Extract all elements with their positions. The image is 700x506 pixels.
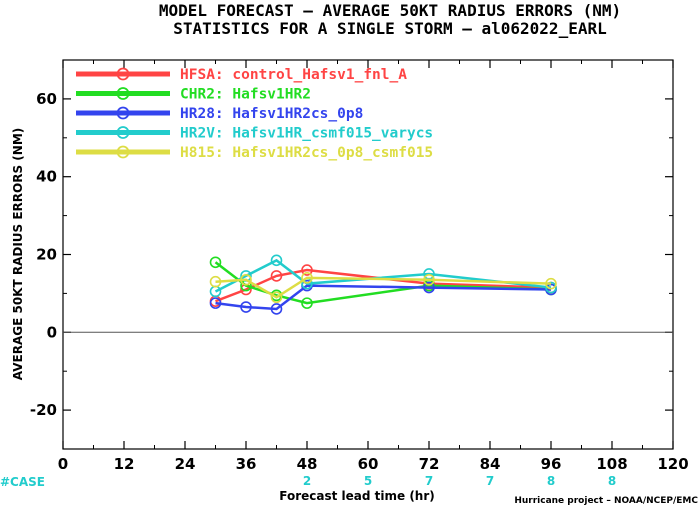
x-tick-label: 0 bbox=[58, 455, 68, 473]
legend-marker bbox=[116, 126, 130, 139]
case-count: 7 bbox=[486, 474, 494, 488]
x-tick-label: 36 bbox=[236, 455, 257, 473]
x-tick-label: 48 bbox=[297, 455, 318, 473]
case-count: 8 bbox=[608, 474, 616, 488]
data-point bbox=[209, 275, 222, 288]
legend-label: HR28: Hafsv1HR2cs_0p8 bbox=[180, 106, 363, 122]
legend-item-5: H815: Hafsv1HR2cs_0p8_csmf015 bbox=[76, 145, 433, 161]
legend-label: H815: Hafsv1HR2cs_0p8_csmf015 bbox=[180, 145, 433, 161]
legend-label: HR2V: Hafsv1HR_csmf015_varycs bbox=[180, 126, 433, 142]
series-5 bbox=[209, 272, 557, 304]
x-tick-label: 96 bbox=[541, 455, 562, 473]
legend: HFSA: control_Hafsv1_fnl_A CHR2: Hafsv1HR… bbox=[76, 67, 433, 161]
x-tick-label: 12 bbox=[114, 455, 135, 473]
legend-label: HFSA: control_Hafsv1_fnl_A bbox=[180, 67, 407, 83]
case-count: 8 bbox=[547, 474, 555, 488]
data-point bbox=[240, 301, 252, 313]
case-header: #CASE bbox=[0, 475, 45, 489]
x-tick-label: 72 bbox=[419, 455, 440, 473]
x-tick-label: 108 bbox=[596, 455, 627, 473]
data-point bbox=[545, 277, 557, 290]
x-tick-label: 60 bbox=[358, 455, 379, 473]
legend-item-2: CHR2: Hafsv1HR2 bbox=[76, 87, 311, 103]
y-tick-label: 40 bbox=[36, 168, 57, 186]
x-tick-label: 120 bbox=[657, 455, 688, 473]
y-tick-label: 60 bbox=[36, 90, 57, 108]
x-tick-label: 84 bbox=[480, 455, 501, 473]
x-tick-label: 24 bbox=[175, 455, 196, 473]
legend-marker bbox=[116, 145, 130, 159]
series-layer bbox=[209, 254, 557, 315]
data-point bbox=[301, 297, 313, 309]
data-point bbox=[301, 264, 313, 276]
case-counts: 2 5 7 7 8 8 bbox=[303, 474, 616, 488]
case-count: 5 bbox=[364, 474, 372, 488]
data-point bbox=[270, 291, 283, 304]
series-line bbox=[215, 284, 552, 311]
y-tick-label: -20 bbox=[30, 401, 57, 419]
legend-label: CHR2: Hafsv1HR2 bbox=[180, 87, 311, 103]
y-tick-label: 0 bbox=[47, 323, 57, 341]
legend-marker bbox=[116, 106, 130, 120]
chart-title: MODEL FORECAST – AVERAGE 50KT RADIUS ERR… bbox=[159, 1, 621, 20]
data-point bbox=[240, 273, 252, 286]
y-tick-label: 20 bbox=[36, 246, 57, 264]
y-axis: -20 0 20 40 60 bbox=[30, 59, 673, 450]
data-point bbox=[270, 254, 283, 267]
legend-marker bbox=[116, 67, 130, 81]
x-axis-label: Forecast lead time (hr) bbox=[279, 489, 435, 503]
plot-frame bbox=[62, 59, 674, 450]
case-count: 2 bbox=[303, 474, 311, 488]
y-axis-label: AVERAGE 50KT RADIUS ERRORS (NM) bbox=[11, 128, 25, 380]
credit-text: Hurricane project – NOAA/NCEP/EMC bbox=[514, 496, 698, 506]
data-point bbox=[270, 303, 283, 315]
legend-item-4: HR2V: Hafsv1HR_csmf015_varycs bbox=[76, 126, 433, 142]
data-point bbox=[423, 281, 435, 294]
legend-marker bbox=[116, 87, 130, 100]
x-axis: 0 12 24 36 48 60 72 84 96 108 120 bbox=[58, 60, 689, 473]
data-point bbox=[209, 256, 222, 269]
legend-item-1: HFSA: control_Hafsv1_fnl_A bbox=[76, 67, 407, 83]
data-point bbox=[301, 272, 313, 284]
data-point bbox=[270, 270, 283, 282]
chart-subtitle: STATISTICS FOR A SINGLE STORM – al062022… bbox=[173, 19, 606, 38]
data-point bbox=[423, 273, 435, 286]
legend-item-3: HR28: Hafsv1HR2cs_0p8 bbox=[76, 106, 363, 122]
data-point bbox=[209, 297, 222, 309]
case-count: 7 bbox=[425, 474, 433, 488]
